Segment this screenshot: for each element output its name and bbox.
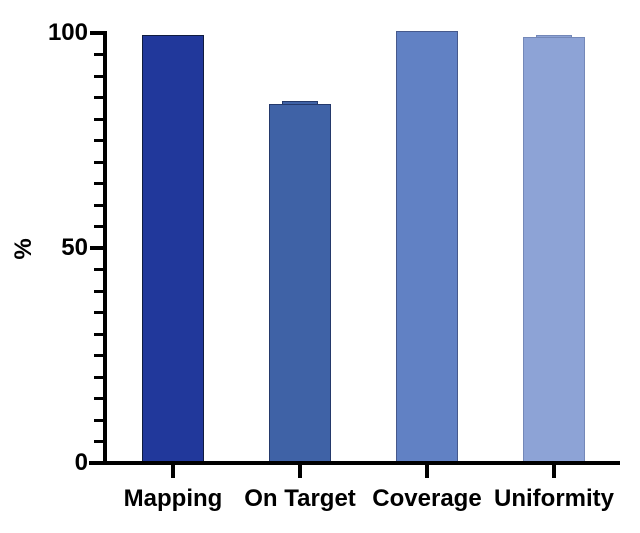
y-axis-minor-tick xyxy=(94,53,104,56)
y-axis-minor-tick xyxy=(94,397,104,400)
y-axis-minor-tick xyxy=(94,160,104,164)
y-axis-minor-tick xyxy=(94,96,104,99)
y-axis-tick-label: 100 xyxy=(47,19,88,46)
x-axis-tick-uniformity xyxy=(552,465,556,478)
x-category-label-mapping: Mapping xyxy=(123,485,223,512)
x-axis-tick-mapping xyxy=(171,465,175,478)
bar-on-target xyxy=(269,103,331,464)
x-category-label-coverage: Coverage xyxy=(372,485,482,512)
y-axis-minor-tick xyxy=(94,203,104,207)
x-axis-line xyxy=(89,461,620,465)
y-axis-minor-tick xyxy=(94,289,104,293)
y-axis-minor-tick xyxy=(94,225,104,228)
bar-coverage xyxy=(396,30,458,464)
y-axis-minor-tick xyxy=(94,440,104,443)
bar-uniformity xyxy=(523,37,585,464)
y-axis-minor-tick xyxy=(94,354,104,357)
y-axis-minor-tick xyxy=(94,139,104,142)
y-axis-minor-tick xyxy=(94,418,104,422)
y-axis-major-tick xyxy=(90,246,104,250)
y-axis-minor-tick xyxy=(94,332,104,336)
y-axis-tick-label: 50 xyxy=(61,234,88,261)
y-axis-minor-tick xyxy=(94,117,104,121)
y-axis-major-tick xyxy=(90,31,104,35)
y-axis-line xyxy=(103,31,107,465)
x-category-label-uniformity: Uniformity xyxy=(494,485,614,512)
bar-mapping xyxy=(142,35,204,464)
x-axis-tick-coverage xyxy=(425,465,429,478)
y-axis-minor-tick xyxy=(94,375,104,379)
x-category-label-on-target: On Target xyxy=(244,485,356,512)
y-axis-minor-tick xyxy=(94,74,104,78)
x-axis-tick-on-target xyxy=(298,465,302,478)
y-axis-minor-tick xyxy=(94,182,104,185)
y-axis-tick-label: 0 xyxy=(74,449,88,476)
y-axis-minor-tick xyxy=(94,268,104,271)
y-axis-minor-tick xyxy=(94,311,104,314)
